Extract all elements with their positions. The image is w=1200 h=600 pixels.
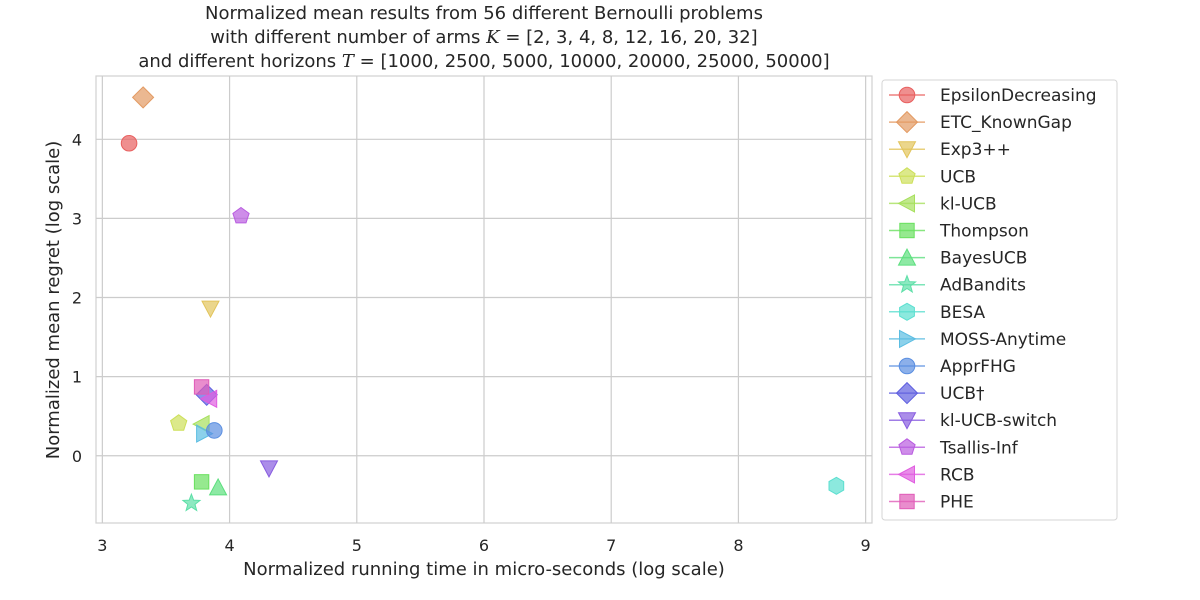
data-point-thompson [193,474,210,490]
legend-frame [881,79,1118,521]
legend-label: UCB [940,167,976,187]
data-point-bayesucb [208,477,228,496]
legend-label: Thompson [939,222,1029,242]
legend-label: PHE [940,493,974,513]
legend-label: Tsallis-Inf [939,438,1019,458]
x-tick-label: 9 [861,536,871,555]
legend-marker [897,465,915,484]
legend-label: RCB [940,465,975,485]
legend-marker [897,274,917,294]
legend-label: AdBandits [940,276,1026,296]
chart-title: Normalized mean results from 56 differen… [138,3,829,72]
legend-item-moss-anytime: MOSS-Anytime [889,329,1066,350]
x-axis-label: Normalized running time in micro-seconds… [243,559,725,580]
legend-item-phe: PHE [889,493,974,513]
y-tick-label: 1 [72,368,82,387]
grid-lines [96,76,872,523]
legend-label: ETC_KnownGap [940,113,1072,133]
legend-item-besa: BESA [889,302,986,323]
y-axis-ticks: 0 1 2 3 4 [72,130,82,465]
title-line-2: with different number of arms K = [2, 3,… [210,27,757,48]
legend-item-tsallis-inf: Tsallis-Inf [889,438,1019,458]
legend-marker [899,302,915,321]
legend-marker [895,110,919,134]
legend-label: UCB† [940,384,985,404]
legend-item-apprfhg: ApprFHG [889,357,1016,377]
y-tick-label: 2 [72,289,82,308]
y-tick-label: 0 [72,447,82,466]
data-point-ucb [170,414,188,431]
legend: EpsilonDecreasing ETC_KnownGap Exp3++ UCB kl… [881,79,1118,521]
legend-item-exp3: Exp3++ [889,140,1011,160]
y-tick-label: 4 [72,130,82,149]
data-point-moss-anytime [196,424,214,443]
legend-marker [897,194,915,213]
legend-marker [899,493,915,510]
legend-marker [897,141,917,159]
legend-item-etc-knowngap: ETC_KnownGap [889,110,1072,134]
data-point-exp3 [201,300,220,319]
legend-item-ucb: UCB† [889,381,985,405]
data-point-tsallis-inf [232,206,250,224]
legend-label: Exp3++ [940,140,1011,160]
legend-marker [898,438,916,455]
legend-marker [895,381,919,405]
x-axis-ticks: 3 4 5 6 7 8 9 [97,536,870,555]
data-point-besa [828,476,845,495]
legend-label: EpsilonDecreasing [940,86,1097,106]
legend-item-kl-ucb-switch: kl-UCB-switch [889,411,1057,431]
legend-label: kl-UCB-switch [940,411,1057,431]
x-tick-label: 7 [606,536,616,555]
legend-item-rcb: RCB [889,465,975,485]
x-tick-label: 4 [224,536,234,555]
legend-label: kl-UCB [940,194,997,214]
legend-item-adbandits: AdBandits [889,274,1026,296]
legend-label: MOSS-Anytime [940,330,1066,350]
legend-marker [898,357,916,375]
data-point-etc-knowngap [131,86,155,109]
x-tick-label: 8 [733,536,743,555]
legend-marker [897,412,917,430]
legend-marker [899,329,917,349]
legend-label: BESA [940,303,986,323]
data-point-adbandits [181,492,202,512]
title-line-1: Normalized mean results from 56 differen… [205,3,763,24]
data-points [120,86,845,512]
y-tick-label: 3 [72,209,82,228]
x-tick-label: 5 [352,536,362,555]
legend-marker [898,167,916,184]
legend-item-kl-ucb: kl-UCB [889,194,997,214]
x-tick-label: 6 [479,536,489,555]
data-point-apprfhg [206,422,223,439]
x-tick-label: 3 [97,536,107,555]
legend-label: BayesUCB [940,249,1027,269]
data-point-kl-ucb-switch [259,460,279,478]
legend-marker [897,248,917,266]
legend-item-ucb: UCB [889,167,976,187]
legend-marker [898,86,916,104]
plot-area: 3 4 5 6 7 8 9 0 1 2 3 4 [72,75,873,555]
legend-label: ApprFHG [940,357,1016,377]
data-point-phe [193,379,210,395]
legend-marker [899,222,915,239]
legend-item-epsilondecreasing: EpsilonDecreasing [889,86,1097,106]
legend-item-thompson: Thompson [889,222,1029,242]
legend-item-bayesucb: BayesUCB [889,248,1027,269]
data-point-epsilondecreasing [120,134,138,152]
y-axis-label: Normalized mean regret (log scale) [43,141,64,460]
title-line-3: and different horizons T = [1000, 2500, … [138,51,829,72]
